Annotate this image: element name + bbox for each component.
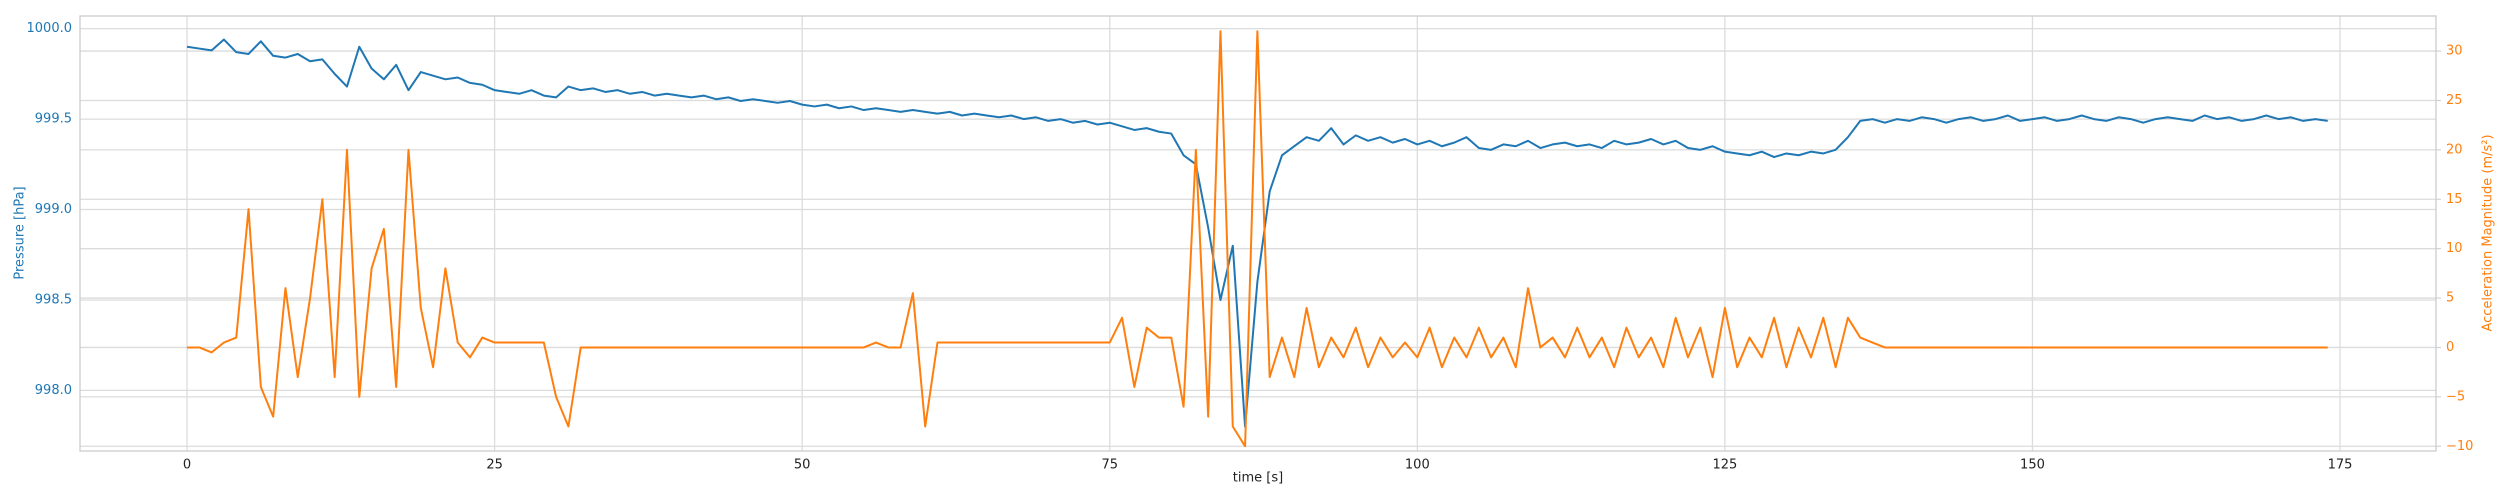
x-tick-label: 100 bbox=[1405, 458, 1430, 473]
x-tick-label: 75 bbox=[1101, 458, 1118, 473]
y2-tick-label: 25 bbox=[2446, 93, 2463, 108]
y2-tick-label: 30 bbox=[2446, 44, 2463, 59]
x-tick-label: 25 bbox=[486, 458, 503, 473]
x-tick-label: 175 bbox=[2328, 458, 2353, 473]
x-tick-label: 150 bbox=[2020, 458, 2045, 473]
y2-tick-label: 20 bbox=[2446, 142, 2463, 157]
plot-frame bbox=[79, 15, 2437, 452]
x-tick-label: 125 bbox=[1712, 458, 1737, 473]
y2-tick-label: −5 bbox=[2446, 389, 2465, 404]
y2-tick-label: 5 bbox=[2446, 291, 2454, 306]
x-tick-label: 50 bbox=[794, 458, 811, 473]
y2-tick-label: 10 bbox=[2446, 241, 2463, 256]
grid bbox=[80, 16, 2436, 451]
y-tick-label: 998.5 bbox=[35, 292, 72, 307]
y-tick-label: 999.5 bbox=[35, 112, 72, 127]
y2-tick-label: −10 bbox=[2446, 439, 2473, 454]
y-tick-label: 1000.0 bbox=[27, 21, 73, 36]
y-tick-label: 999.0 bbox=[35, 202, 72, 217]
y-axis-label: Pressure [hPa] bbox=[13, 186, 28, 279]
x-axis-label: time [s] bbox=[1233, 471, 1283, 486]
x-tick-label: 0 bbox=[183, 458, 191, 473]
y-tick-label: 998.0 bbox=[35, 383, 72, 398]
y2-tick-label: 15 bbox=[2446, 192, 2463, 207]
series-line bbox=[187, 30, 2328, 448]
y2-tick-label: 0 bbox=[2446, 340, 2454, 355]
series-line bbox=[186, 38, 2328, 428]
y2-axis-label: Acceleration Magnitude (m/s²) bbox=[2481, 134, 2496, 331]
